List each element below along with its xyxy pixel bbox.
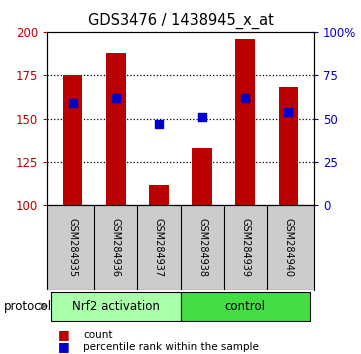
Text: percentile rank within the sample: percentile rank within the sample <box>83 342 259 352</box>
Bar <box>192 148 212 205</box>
Bar <box>180 292 310 321</box>
Bar <box>235 39 255 205</box>
Text: GSM284937: GSM284937 <box>154 218 164 278</box>
Bar <box>279 87 298 205</box>
Text: protocol: protocol <box>4 300 52 313</box>
Text: ■: ■ <box>58 328 70 341</box>
Text: count: count <box>83 330 113 339</box>
Text: GSM284935: GSM284935 <box>68 218 78 278</box>
Text: Nrf2 activation: Nrf2 activation <box>72 300 160 313</box>
Point <box>242 95 248 101</box>
Bar <box>149 184 169 205</box>
Text: GSM284939: GSM284939 <box>240 218 250 277</box>
Bar <box>51 292 180 321</box>
Text: GSM284940: GSM284940 <box>283 218 293 277</box>
Point <box>156 121 162 127</box>
Text: GSM284938: GSM284938 <box>197 218 207 277</box>
Point <box>70 100 76 106</box>
Text: control: control <box>225 300 266 313</box>
Text: ■: ■ <box>58 341 70 353</box>
Point <box>285 109 291 114</box>
Point <box>199 114 205 120</box>
Bar <box>106 53 126 205</box>
Bar <box>63 75 82 205</box>
Title: GDS3476 / 1438945_x_at: GDS3476 / 1438945_x_at <box>88 13 273 29</box>
Text: GSM284936: GSM284936 <box>111 218 121 277</box>
Point <box>113 95 119 101</box>
